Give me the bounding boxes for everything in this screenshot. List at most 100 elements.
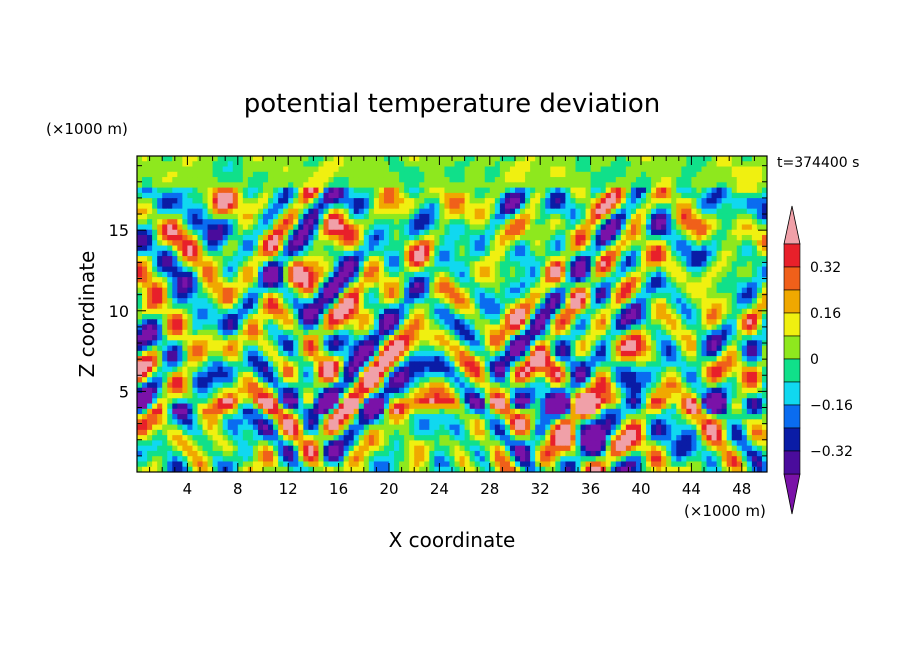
field-cell [504, 298, 511, 305]
field-cell [494, 324, 501, 331]
field-cell [429, 235, 435, 241]
field-cell [706, 282, 713, 289]
field-cell [661, 240, 667, 247]
field-cell [389, 192, 395, 199]
field-cell [177, 208, 183, 215]
field-cell [328, 235, 335, 241]
field-cell [646, 187, 652, 194]
field-cell [464, 240, 471, 247]
field-cell [706, 303, 713, 310]
field-cell [615, 277, 622, 283]
field-cell [247, 308, 254, 315]
field-cell [414, 329, 420, 336]
field-cell [247, 335, 254, 341]
field-cell [419, 292, 425, 299]
field-cell [172, 277, 178, 283]
field-cell [293, 350, 299, 357]
field-cell [242, 308, 249, 315]
field-cell [474, 298, 481, 305]
field-cell [167, 361, 173, 368]
field-cell [625, 298, 632, 305]
field-cell [726, 229, 733, 236]
field-cell [666, 245, 672, 252]
field-cell [313, 314, 320, 320]
field-cell [404, 224, 410, 231]
field-cell [555, 314, 561, 320]
field-cell [242, 235, 249, 241]
field-cell [681, 335, 687, 341]
field-cell [550, 187, 556, 194]
field-cell [263, 177, 269, 183]
field-cell [383, 319, 390, 326]
field-cell [373, 277, 380, 283]
field-cell [303, 287, 309, 294]
field-cell [676, 250, 682, 257]
field-cell [328, 229, 335, 236]
field-cell [540, 282, 546, 289]
field-cell [293, 335, 299, 341]
field-cell [550, 271, 556, 278]
field-cell [676, 161, 682, 168]
field-cell [152, 292, 158, 299]
field-cell [167, 213, 173, 220]
field-cell [162, 287, 168, 294]
field-cell [142, 335, 148, 341]
field-cell [172, 324, 178, 331]
field-cell [641, 298, 647, 305]
field-cell [252, 287, 259, 294]
field-cell [399, 324, 405, 331]
field-cell [691, 229, 698, 236]
field-cell [424, 187, 430, 194]
field-cell [409, 245, 415, 252]
field-cell [313, 229, 320, 236]
field-cell [434, 177, 440, 183]
field-cell [545, 340, 551, 347]
field-cell [731, 319, 738, 326]
field-cell [605, 319, 612, 326]
field-cell [338, 219, 345, 226]
field-cell [499, 229, 506, 236]
field-cell [600, 161, 607, 168]
field-cell [610, 198, 617, 204]
field-cell [172, 187, 178, 194]
field-cell [429, 282, 435, 289]
field-cell [172, 345, 178, 352]
field-cell [716, 340, 723, 347]
field-cell [656, 198, 662, 204]
field-cell [530, 245, 536, 252]
field-cell [605, 203, 612, 210]
field-cell [641, 208, 647, 215]
field-cell [454, 219, 461, 226]
field-cell [691, 271, 698, 278]
field-cell [756, 250, 763, 257]
field-cell [494, 240, 501, 247]
field-cell [252, 319, 259, 326]
field-cell [404, 166, 410, 173]
field-cell [404, 292, 410, 299]
field-cell [389, 203, 395, 210]
field-cell [545, 261, 551, 268]
field-cell [378, 208, 385, 215]
field-cell [439, 166, 446, 173]
field-cell [736, 287, 743, 294]
field-cell [328, 282, 335, 289]
field-cell [197, 219, 204, 226]
field-cell [489, 345, 496, 352]
field-cell [711, 340, 718, 347]
field-cell [726, 198, 733, 204]
field-cell [570, 266, 577, 273]
field-cell [509, 171, 516, 178]
field-cell [474, 245, 481, 252]
field-cell [187, 213, 194, 220]
field-cell [358, 213, 365, 220]
field-cell [227, 192, 234, 199]
field-cell [731, 361, 738, 368]
field-cell [399, 203, 405, 210]
field-cell [580, 240, 587, 247]
field-cell [257, 361, 264, 368]
field-cell [147, 229, 153, 236]
field-cell [469, 192, 476, 199]
field-cell [429, 345, 435, 352]
field-cell [363, 345, 370, 352]
field-cell [303, 329, 309, 336]
